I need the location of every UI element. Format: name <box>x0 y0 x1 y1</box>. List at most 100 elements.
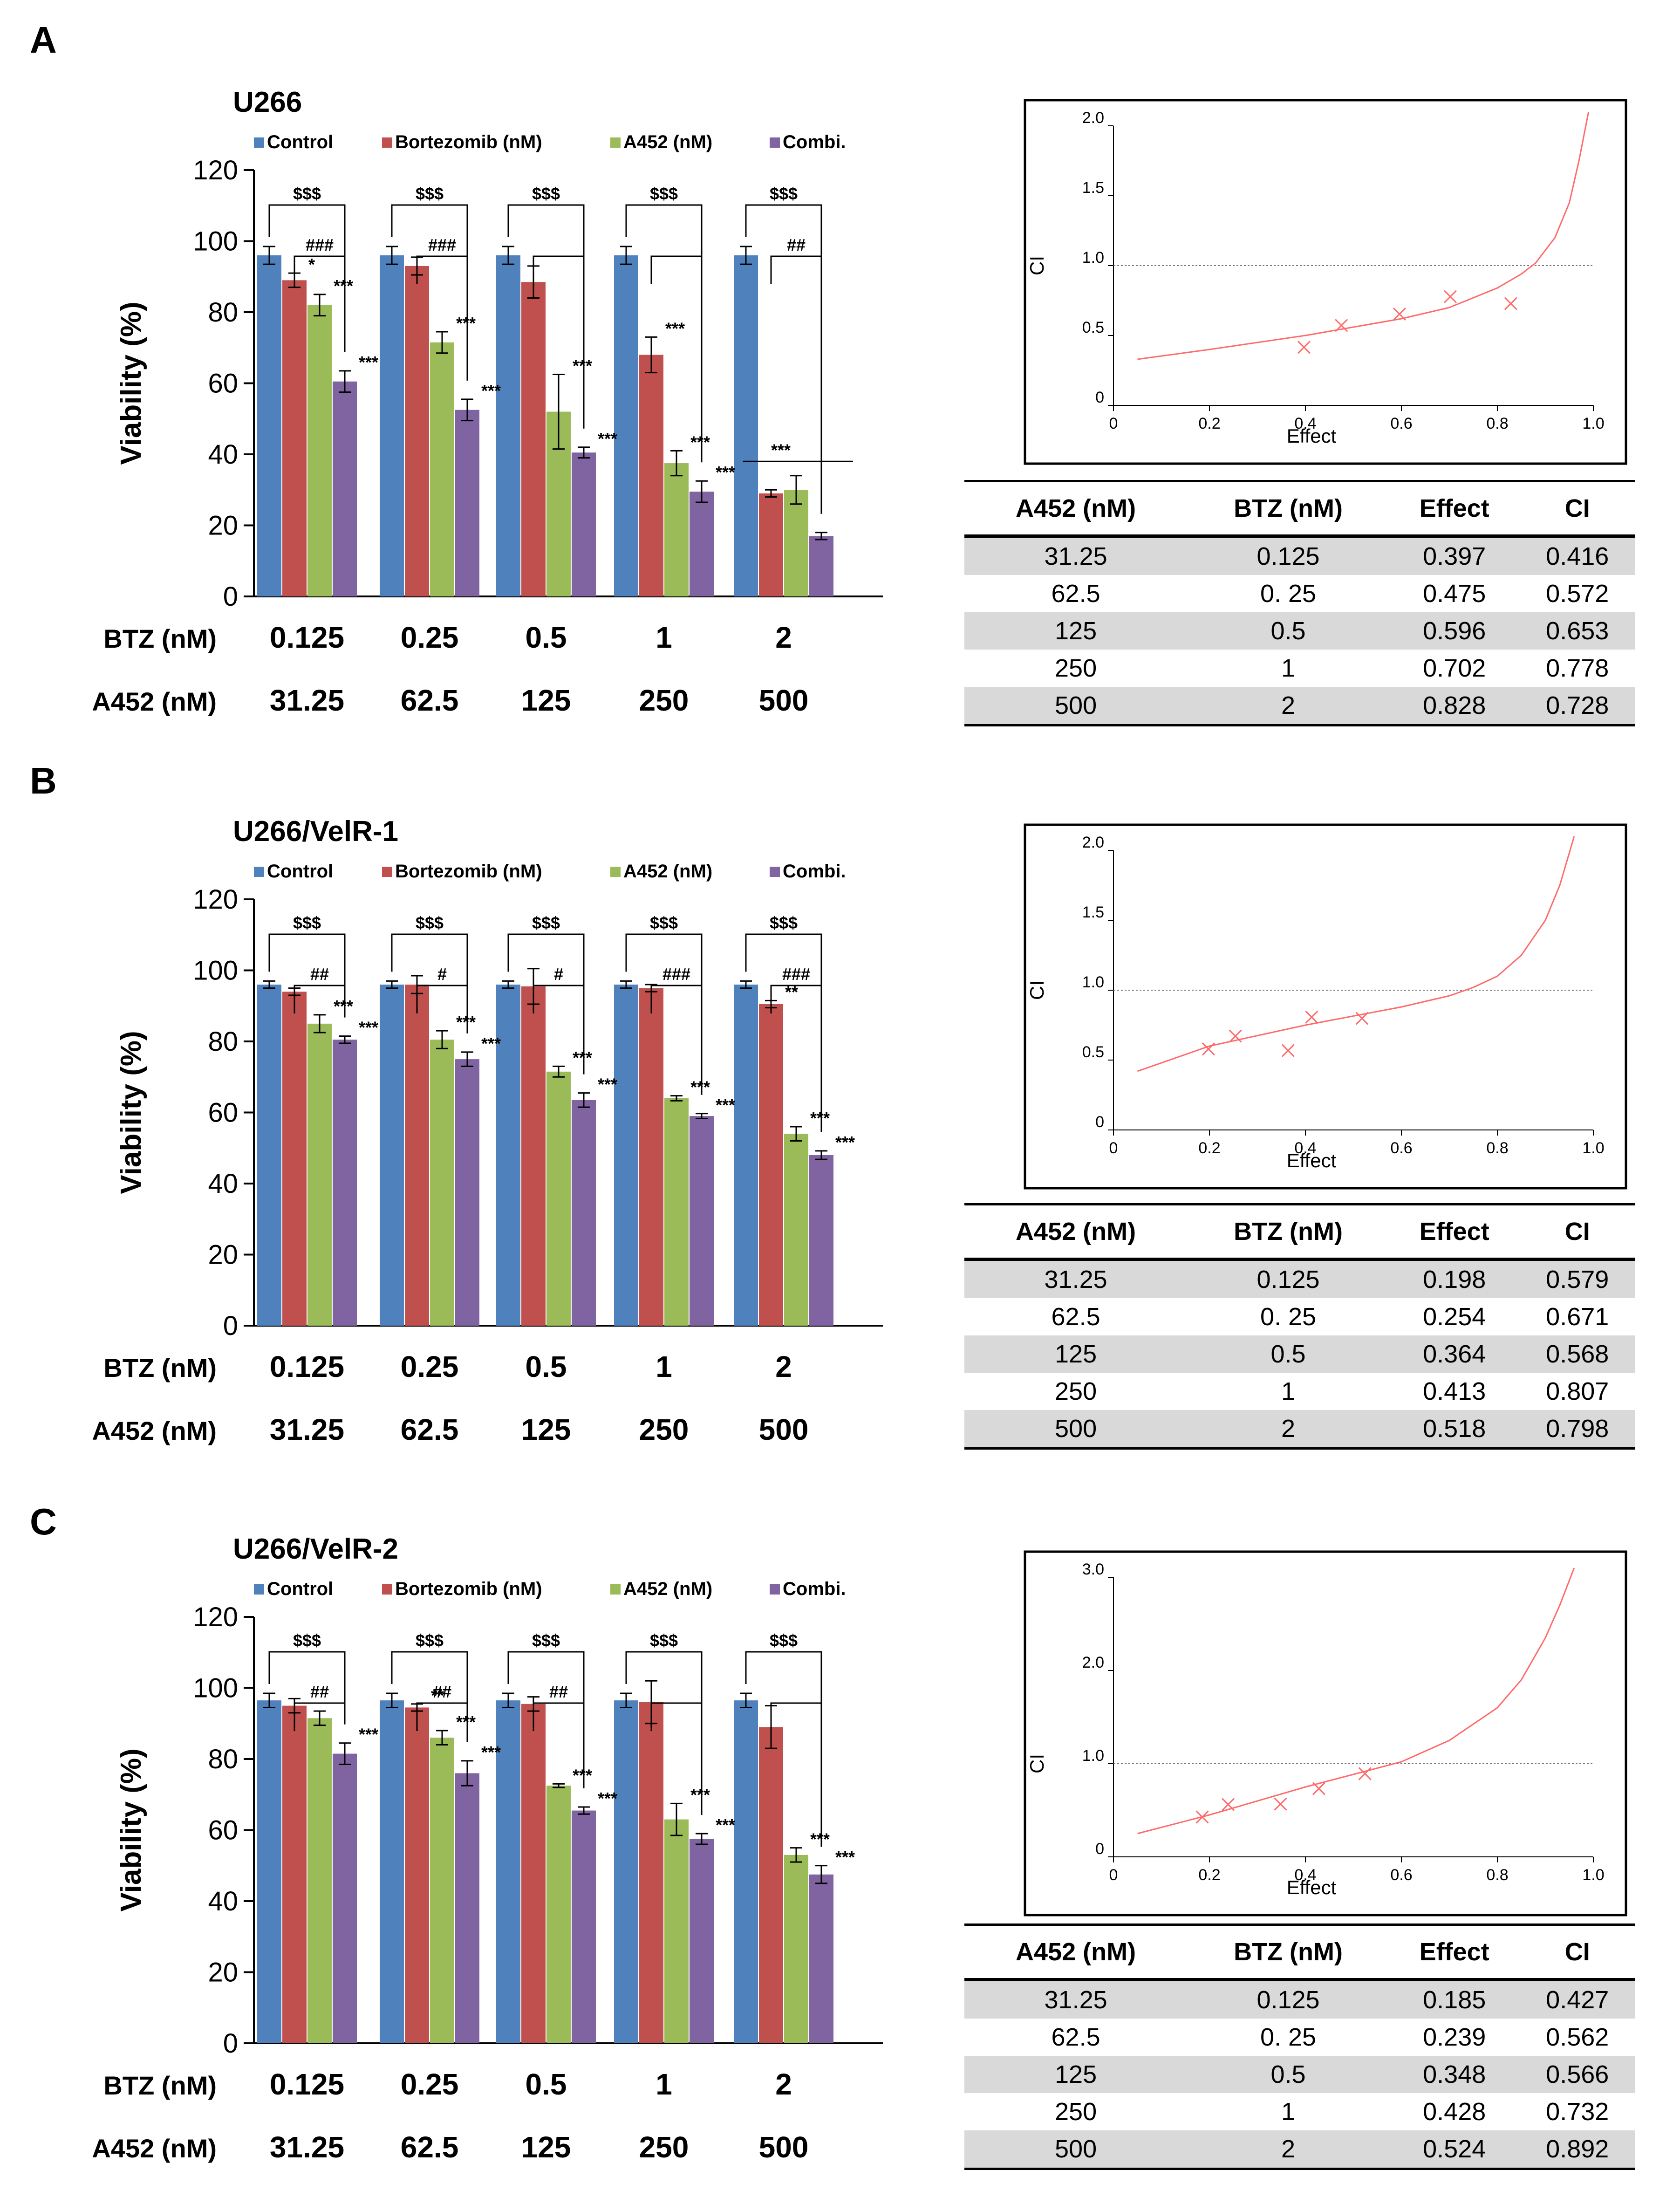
category-label-btz: 2 <box>775 1350 792 1383</box>
legend-label: Control <box>267 132 333 152</box>
legend-swatch <box>382 1584 392 1595</box>
bar <box>639 355 663 596</box>
significance-stars: *** <box>810 1109 830 1128</box>
x-tick-label: 0.2 <box>1198 415 1220 432</box>
ci-data-point <box>1358 1767 1372 1780</box>
bar <box>521 986 546 1326</box>
y-tick-label: 0 <box>1095 1113 1104 1131</box>
significance-bracket <box>294 255 345 284</box>
legend-label: Control <box>267 861 333 882</box>
table-row: 125 0.5 0.364 0.568 <box>964 1335 1635 1373</box>
bar <box>664 1819 689 2043</box>
category-label-btz: 0.5 <box>526 621 567 654</box>
y-tick-label: 20 <box>208 1240 238 1270</box>
significance-stars: *** <box>573 356 592 375</box>
bar <box>405 266 429 596</box>
table-cell: 125 <box>964 2056 1188 2093</box>
legend-label: Combi. <box>783 1579 846 1599</box>
category-label-btz: 2 <box>775 621 792 654</box>
legend-swatch <box>254 867 264 877</box>
bar <box>405 1707 429 2043</box>
bracket-label-dollar: $$$ <box>416 1631 444 1650</box>
bracket-label-dollar: $$$ <box>532 184 560 203</box>
y-tick-label: 1.5 <box>1082 179 1104 197</box>
ci-data-point <box>1305 1010 1318 1024</box>
table-cell: 1 <box>1281 2098 1296 2126</box>
category-label-a452: 62.5 <box>401 1413 459 1446</box>
significance-stars: *** <box>573 1766 592 1785</box>
x-tick-label: 1.0 <box>1582 415 1604 432</box>
bar <box>455 1773 479 2043</box>
x-tick-label: 0.2 <box>1198 1139 1220 1157</box>
y-axis-label: Viability (%) <box>115 301 147 465</box>
y-tick-label: 40 <box>208 1886 238 1917</box>
bar <box>639 988 663 1326</box>
y-tick-label: 40 <box>208 439 238 470</box>
bar <box>380 255 404 596</box>
table-cell: 0.562 <box>1546 2023 1609 2051</box>
table-header-row: A452 (nM) BTZ (nM) Effect CI <box>964 1203 1635 1261</box>
category-label-btz: 0.25 <box>401 1350 459 1383</box>
category-label-a452: 250 <box>639 684 689 717</box>
x-tick-label: 1.0 <box>1582 1866 1604 1884</box>
bar <box>496 985 520 1326</box>
table-cell: 0. 25 <box>1260 1303 1317 1331</box>
table-header-effect: Effect <box>1389 1203 1520 1261</box>
y-axis-label: Viability (%) <box>115 1031 147 1194</box>
significance-bracket <box>294 1702 345 1731</box>
bar <box>572 1810 596 2043</box>
bar <box>614 985 638 1326</box>
y-tick-label: 20 <box>208 1958 238 1988</box>
row-label-btz: BTZ (nM) <box>103 624 217 653</box>
category-label-btz: 1 <box>656 621 672 654</box>
significance-stars: *** <box>359 353 378 372</box>
ci-table-c: A452 (nM) BTZ (nM) Effect CI 31.25 0.125 0… <box>964 1923 1635 2170</box>
table-cell: 0.778 <box>1546 654 1609 682</box>
bar <box>664 463 689 596</box>
significance-stars: *** <box>481 1034 501 1053</box>
y-tick-label: 0 <box>1095 1840 1104 1858</box>
bar <box>521 1704 546 2043</box>
legend-label: A452 (nM) <box>623 132 712 152</box>
table-row: 125 0.5 0.348 0.566 <box>964 2056 1635 2093</box>
table-header-btz: BTZ (nM) <box>1187 1203 1389 1261</box>
ci-data-point <box>1195 1810 1209 1824</box>
x-tick-label: 0.8 <box>1486 1866 1508 1884</box>
bar <box>809 1155 833 1326</box>
x-tick-label: 1.0 <box>1582 1139 1604 1157</box>
significance-stars: *** <box>716 1095 735 1115</box>
table-cell: 0.828 <box>1389 687 1520 726</box>
y-tick-label: 80 <box>208 1027 238 1057</box>
x-tick-label: 0.4 <box>1294 415 1316 432</box>
category-label-btz: 0.125 <box>270 621 344 654</box>
y-tick-label: 0 <box>223 582 238 612</box>
category-label-a452: 250 <box>639 1413 689 1446</box>
y-tick-label: 40 <box>208 1169 238 1199</box>
table-row: 250 1 0.702 0.778 <box>964 650 1635 687</box>
bar <box>282 1705 307 2043</box>
significance-bracket <box>770 255 821 284</box>
x-tick-label: 0.8 <box>1486 1139 1508 1157</box>
bar <box>784 490 808 596</box>
table-cell: 62.5 <box>1051 580 1100 608</box>
ci-data-point <box>1229 1029 1242 1043</box>
bracket-label-dollar: $$$ <box>770 184 798 203</box>
x-tick-label: 0.6 <box>1390 1139 1412 1157</box>
legend-swatch <box>770 1584 780 1595</box>
chart-title: U266/VelR-2 <box>233 1533 398 1565</box>
category-label-btz: 0.125 <box>270 1350 344 1383</box>
x-tick-label: 0.6 <box>1390 415 1412 432</box>
bracket-label-hash: # <box>554 965 563 984</box>
bar <box>734 1700 758 2043</box>
table-row: 62.5 0. 25 0.239 0.562 <box>964 2019 1635 2056</box>
legend-label: Combi. <box>783 861 846 882</box>
table-cell: 0. 25 <box>1260 580 1317 608</box>
bar <box>546 1071 571 1326</box>
significance-stars: *** <box>835 1133 855 1152</box>
y-tick-label: 2.0 <box>1082 1654 1104 1671</box>
y-tick-label: 0 <box>223 2028 238 2059</box>
table-cell: 0.524 <box>1389 2130 1520 2170</box>
significance-bracket <box>625 204 703 463</box>
significance-bracket <box>533 255 584 284</box>
category-label-btz: 0.5 <box>526 2067 567 2101</box>
